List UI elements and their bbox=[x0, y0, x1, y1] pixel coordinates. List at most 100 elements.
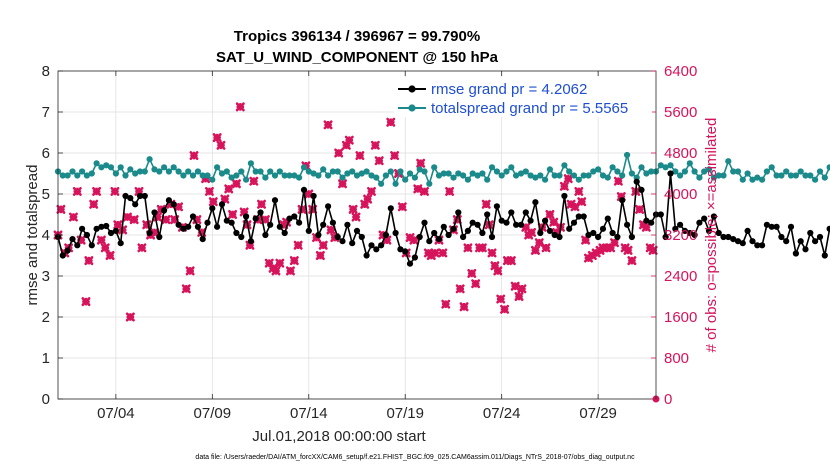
x-tick-label: 07/14 bbox=[290, 405, 328, 422]
totalspread-point bbox=[267, 168, 274, 175]
totalspread-point bbox=[281, 172, 288, 179]
totalspread-point bbox=[402, 176, 409, 183]
rmse-point bbox=[402, 248, 409, 255]
obs-assimilated-point bbox=[110, 186, 120, 196]
rmse-point bbox=[194, 223, 201, 230]
rmse-point bbox=[807, 229, 814, 237]
rmse-point bbox=[696, 219, 703, 226]
totalspread-series bbox=[54, 151, 830, 187]
totalspread-point bbox=[440, 170, 447, 177]
totalspread-point bbox=[368, 172, 375, 179]
totalspread-point bbox=[64, 172, 71, 179]
obs-assimilated-point bbox=[459, 302, 469, 312]
rmse-point bbox=[701, 215, 708, 222]
totalspread-point bbox=[325, 172, 332, 179]
totalspread-point bbox=[624, 151, 631, 159]
x-tick-label: 07/04 bbox=[97, 405, 135, 422]
totalspread-point bbox=[276, 168, 283, 175]
obs-assimilated-point bbox=[249, 176, 259, 186]
rmse-point bbox=[122, 192, 129, 200]
totalspread-point bbox=[59, 172, 66, 179]
rmse-point bbox=[252, 215, 259, 222]
obs-assimilated-point bbox=[344, 135, 354, 145]
obs-assimilated-point bbox=[68, 212, 78, 222]
rmse-point bbox=[276, 223, 283, 230]
totalspread-point bbox=[532, 174, 539, 181]
totalspread-point bbox=[792, 172, 800, 179]
totalspread-point bbox=[382, 172, 389, 179]
rmse-point bbox=[628, 233, 636, 241]
rmse-point bbox=[141, 192, 148, 200]
totalspread-point bbox=[136, 168, 144, 175]
obs-assimilated-point bbox=[517, 284, 527, 294]
rmse-point bbox=[83, 231, 90, 239]
totalspread-point bbox=[204, 172, 211, 179]
rmse-point bbox=[570, 219, 578, 226]
obs-assimilated-point bbox=[487, 248, 497, 258]
rmse-point bbox=[677, 221, 684, 228]
totalspread-point bbox=[508, 164, 515, 171]
rmse-point bbox=[257, 209, 264, 216]
right-y-axis-label: # of obs: o=possible; ×=assimilated bbox=[703, 118, 720, 353]
totalspread-point bbox=[170, 164, 177, 171]
rmse-point bbox=[580, 213, 587, 220]
obs-assimilated-point bbox=[610, 238, 620, 248]
rmse-point bbox=[624, 221, 631, 228]
chart-title: Tropics 396134 / 396967 = 99.790% bbox=[234, 28, 480, 45]
totalspread-point bbox=[768, 164, 775, 171]
obs-assimilated-point bbox=[129, 215, 139, 225]
rmse-point bbox=[797, 238, 804, 245]
obs-assimilated-point bbox=[285, 266, 295, 276]
rmse-point bbox=[382, 231, 389, 239]
rmse-point bbox=[595, 233, 602, 241]
rmse-point bbox=[802, 246, 809, 253]
totalspread-point bbox=[701, 168, 708, 175]
totalspread-point bbox=[575, 176, 582, 183]
totalspread-point bbox=[315, 172, 322, 179]
left-y-axis-label: rmse and totalspread bbox=[24, 165, 41, 306]
obs-assimilated-point bbox=[125, 312, 135, 322]
obs-assimilated-point bbox=[563, 174, 573, 184]
obs-assimilated-point bbox=[271, 266, 281, 276]
totalspread-point bbox=[132, 170, 139, 177]
rmse-point bbox=[209, 205, 216, 212]
totalspread-point bbox=[156, 168, 163, 175]
obs-assimilated-point bbox=[397, 202, 407, 212]
rmse-point bbox=[812, 238, 819, 245]
rmse-point bbox=[93, 225, 100, 232]
totalspread-point bbox=[141, 168, 148, 175]
totalspread-point bbox=[257, 168, 264, 175]
left-y-tick-label: 2 bbox=[42, 309, 50, 326]
right-y-tick-label: 0 bbox=[664, 391, 672, 408]
totalspread-point bbox=[416, 166, 423, 173]
rmse-point bbox=[416, 233, 423, 241]
totalspread-point bbox=[816, 168, 824, 175]
obs-assimilated-point bbox=[224, 184, 234, 194]
rmse-point bbox=[681, 227, 689, 234]
obs-assimilated-point bbox=[500, 304, 510, 314]
obs-assimilated-point bbox=[438, 248, 448, 258]
totalspread-point bbox=[107, 164, 115, 171]
rmse-point bbox=[440, 223, 447, 230]
rmse-point bbox=[204, 219, 211, 226]
obs-assimilated-point bbox=[635, 204, 645, 214]
totalspread-point bbox=[720, 172, 727, 179]
totalspread-point bbox=[387, 168, 394, 175]
obs-assimilated-point bbox=[235, 102, 245, 112]
totalspread-point bbox=[117, 164, 124, 171]
left-y-tick-label: 6 bbox=[42, 145, 50, 162]
totalspread-point bbox=[431, 164, 438, 171]
rmse-point bbox=[281, 229, 288, 237]
totalspread-point bbox=[696, 174, 703, 181]
right-y-tick-label: 1600 bbox=[664, 309, 697, 326]
rmse-point bbox=[667, 170, 674, 177]
totalspread-point bbox=[450, 174, 457, 181]
obs-assimilated-point bbox=[289, 256, 299, 266]
obs-assimilated-point bbox=[463, 243, 473, 253]
rmse-point bbox=[527, 217, 534, 224]
right-y-tick-label: 5600 bbox=[664, 104, 697, 121]
rmse-point bbox=[262, 231, 269, 239]
obs-assimilated-point bbox=[105, 251, 115, 261]
rmse-point bbox=[339, 238, 346, 245]
totalspread-point bbox=[300, 164, 308, 171]
